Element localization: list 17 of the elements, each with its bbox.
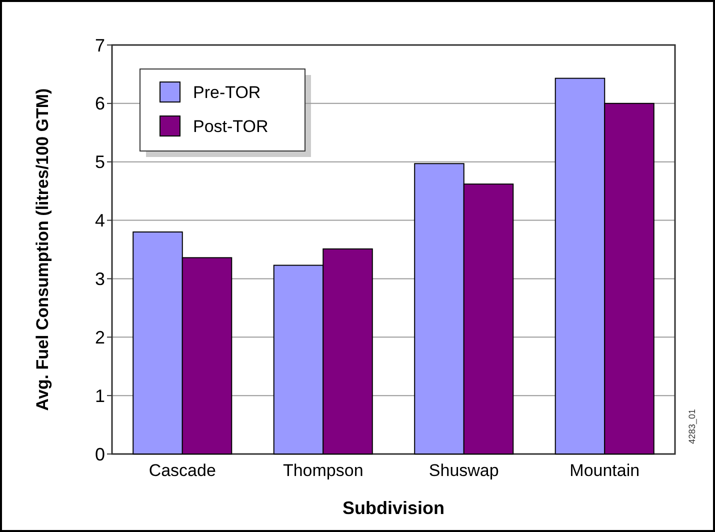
x-tick-label: Thompson: [282, 461, 364, 480]
y-tick-label: 6: [94, 94, 105, 114]
y-tick-label: 2: [94, 327, 105, 348]
text: 4283_01: [687, 408, 697, 444]
y-tick-label: 4: [94, 210, 105, 231]
legend-label: Pre-TOR: [193, 82, 261, 102]
y-tick-label: 5: [94, 152, 105, 172]
y-tick-label: 3: [94, 269, 105, 290]
x-tick-label: Shuswap: [428, 461, 499, 480]
x-axis-title: Subdivision: [342, 498, 445, 518]
legend-label: Post-TOR: [193, 116, 268, 136]
y-tick-label: 1: [94, 386, 105, 406]
x-tick-label: Cascade: [148, 461, 216, 480]
y-tick-label: 0: [94, 444, 105, 464]
y-tick-label: 7: [94, 35, 105, 56]
x-tick-label: Mountain: [570, 461, 640, 480]
y-axis-title: Avg. Fuel Consumption (litres/100 GTM): [33, 88, 52, 411]
